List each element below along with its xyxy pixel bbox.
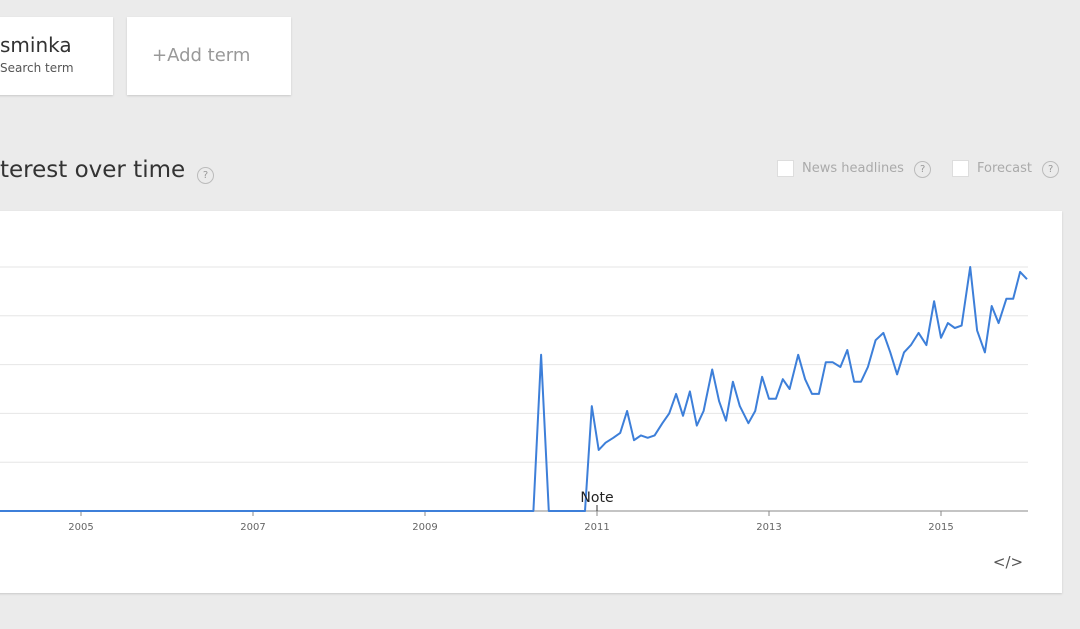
term-card[interactable]: sminka Search term — [0, 17, 113, 95]
x-tick-label: 2013 — [756, 522, 781, 533]
x-tick-label: 2007 — [240, 522, 265, 533]
help-icon[interactable]: ? — [1042, 161, 1060, 178]
x-tick-label: 2015 — [928, 522, 953, 533]
x-tick-label: 2005 — [68, 522, 93, 533]
add-term-card[interactable]: +Add term — [127, 17, 291, 95]
term-label: Search term — [0, 61, 74, 75]
add-term: +Add term — [152, 45, 251, 66]
annotation: Note — [580, 490, 613, 506]
section-title: terest over time — [0, 157, 186, 183]
help-icon[interactable]: ? — [914, 161, 932, 178]
chart-panel — [0, 211, 1062, 593]
term: sminka — [0, 33, 72, 57]
help-icon[interactable]: ? — [197, 167, 214, 184]
checkbox[interactable] — [777, 160, 794, 177]
x-tick-label: 2009 — [412, 522, 437, 533]
x-tick-label: 2011 — [584, 522, 609, 533]
forecast-option[interactable]: Forecast ? — [952, 160, 1060, 178]
trend-line — [0, 266, 1028, 512]
news-option[interactable]: News headlines ? — [777, 160, 932, 178]
option-label: Forecast — [977, 161, 1033, 176]
embed-icon[interactable]: </> — [993, 553, 1023, 571]
checkbox[interactable] — [952, 160, 969, 177]
option-label: News headlines — [802, 161, 904, 176]
